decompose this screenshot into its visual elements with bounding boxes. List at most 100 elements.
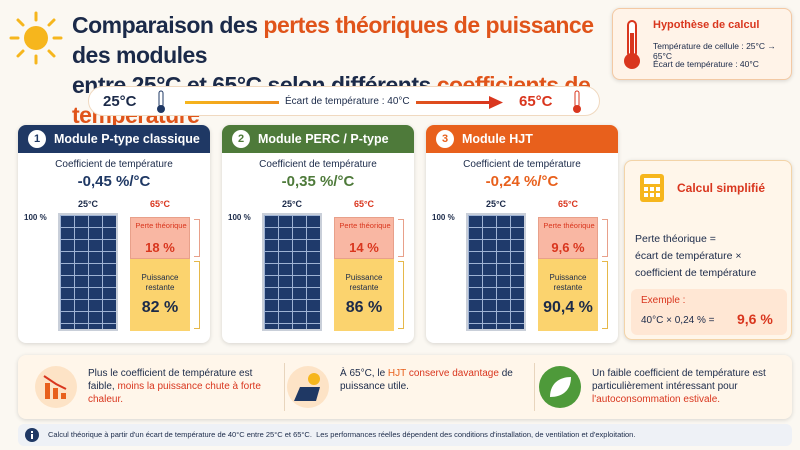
thermometer-icon xyxy=(157,90,165,113)
tip-text: Plus le coefficient de température est f… xyxy=(88,367,268,406)
full-label: 100 % xyxy=(228,213,251,222)
leaf-icon xyxy=(539,366,581,408)
module-card: 3 Module HJT Coefficient de température -0,… xyxy=(426,125,618,343)
formula-line: coefficient de température xyxy=(635,267,757,279)
coefficient: -0,35 %/°C xyxy=(281,173,355,190)
module-number: 3 xyxy=(436,130,454,148)
divider xyxy=(284,363,285,411)
module-header: 3 Module HJT xyxy=(426,125,618,153)
text-segment: conserve davantage xyxy=(406,368,499,379)
bracket xyxy=(398,219,404,257)
formula-line: Perte théorique = xyxy=(635,233,716,245)
text-segment: À 65°C, le xyxy=(340,368,388,379)
title-line: Comparaison des pertes théoriques de pui… xyxy=(72,10,612,70)
cold-label: 25°C xyxy=(485,199,507,209)
text-segment: Plus le coefficient de température est f… xyxy=(88,368,253,392)
module-number: 1 xyxy=(28,130,46,148)
text-segment: moins la puissance chute à forte chaleur… xyxy=(88,381,261,405)
temp-middle: Écart de température : 40°C xyxy=(279,96,416,107)
hot-label: 65°C xyxy=(557,199,579,209)
example-label: Exemple : xyxy=(641,295,686,306)
coefficient-label: Coefficient de température xyxy=(259,159,377,170)
divider xyxy=(534,363,535,411)
remaining-label: Puissance restante xyxy=(345,273,383,292)
cold-label: 25°C xyxy=(281,199,303,209)
loss-label: Perte théorique xyxy=(543,221,595,230)
info-icon xyxy=(25,428,39,442)
module-header: 1 Module P-type classique xyxy=(18,125,210,153)
thermometer-icon xyxy=(573,90,581,113)
remaining-segment: Puissance restante 82 % xyxy=(130,259,190,331)
tips-band: Plus le coefficient de température est f… xyxy=(18,355,792,419)
coefficient-label: Coefficient de température xyxy=(55,159,173,170)
example: 40°C × 0,24 % = xyxy=(641,315,715,326)
text-segment: l'autoconsommation estivale. xyxy=(592,394,721,405)
loss-label: Perte théorique xyxy=(135,221,187,230)
footnote-band: Calcul théorique à partir d'un écart de … xyxy=(18,424,792,446)
calculation-box: Calcul simplifié Perte théorique = écart… xyxy=(624,160,792,340)
hot-label: 65°C xyxy=(353,199,375,209)
remaining-value: 82 % xyxy=(141,299,179,316)
calculation-title: Calcul simplifié xyxy=(677,181,766,195)
module-number: 2 xyxy=(232,130,250,148)
hypothesis-box: Hypothèse de calcul Température de cellu… xyxy=(612,8,792,80)
hypothesis-line: Écart de température : 40°C xyxy=(653,59,759,69)
text-segment: des modules xyxy=(72,42,208,68)
coefficient: -0,45 %/°C xyxy=(77,173,151,190)
calculation-formula: Perte théorique = écart de température ×… xyxy=(635,231,756,282)
module-name: Module PERC / P-type xyxy=(258,132,389,146)
example-box: Exemple : 40°C × 0,24 % = 9,6 % xyxy=(631,289,787,335)
bracket xyxy=(602,219,608,257)
hot-label: 65°C xyxy=(149,199,171,209)
loss-segment: Perte théorique 9,6 % xyxy=(538,217,598,259)
sun-icon xyxy=(9,11,63,65)
module-card: 1 Module P-type classique Coefficient de t… xyxy=(18,125,210,343)
temp-start: 25°C xyxy=(103,93,137,110)
remaining-value: 86 % xyxy=(345,299,383,316)
hypothesis-title: Hypothèse de calcul xyxy=(653,19,760,31)
text-segment: Un faible coefficient de température est… xyxy=(592,368,766,392)
loss-label: Perte théorique xyxy=(339,221,391,230)
full-label: 100 % xyxy=(432,213,455,222)
text-segment: de puissance utile. xyxy=(340,368,513,392)
remaining-segment: Puissance restante 86 % xyxy=(334,259,394,331)
thermometer-icon xyxy=(624,20,640,69)
bracket xyxy=(194,261,200,329)
footnote-text: Les performances réelles dépendent des c… xyxy=(316,430,636,439)
example-result: 9,6 % xyxy=(737,311,773,327)
hypothesis-line: Température de cellule : 25°C → 65°C xyxy=(653,41,776,61)
temp-end: 65°C xyxy=(519,93,553,110)
solar-panel xyxy=(262,213,322,331)
bracket xyxy=(194,219,200,257)
footnote: Calcul théorique à partir d'un écart de … xyxy=(48,430,635,439)
loss-value: 14 % xyxy=(349,240,379,255)
full-label: 100 % xyxy=(24,213,47,222)
solar-panel xyxy=(58,213,118,331)
tip-text: À 65°C, le HJT conserve davantage de pui… xyxy=(340,367,520,393)
coefficient: -0,24 %/°C xyxy=(485,173,559,190)
loss-value: 18 % xyxy=(145,240,175,255)
remaining-label: Puissance restante xyxy=(141,273,179,292)
remaining-segment: Puissance restante 90,4 % xyxy=(538,259,598,331)
loss-segment: Perte théorique 18 % xyxy=(130,217,190,259)
formula-line: écart de température × xyxy=(635,250,742,262)
module-name: Module HJT xyxy=(462,132,533,146)
text-segment: Comparaison des xyxy=(72,12,264,38)
loss-value: 9,6 % xyxy=(551,240,585,255)
cold-label: 25°C xyxy=(77,199,99,209)
temperature-bar: 25°C Écart de température : 40°C 65°C xyxy=(88,86,600,116)
tip-text: Un faible coefficient de température est… xyxy=(592,367,782,406)
panel-sun-icon xyxy=(287,366,329,408)
coefficient-label: Coefficient de température xyxy=(463,159,581,170)
chart-down-icon xyxy=(35,366,77,408)
footnote-text: Calcul théorique à partir d'un écart de … xyxy=(48,430,312,439)
remaining-value: 90,4 % xyxy=(543,299,593,316)
module-header: 2 Module PERC / P-type xyxy=(222,125,414,153)
bracket xyxy=(602,261,608,329)
module-card: 2 Module PERC / P-type Coefficient de temp… xyxy=(222,125,414,343)
bracket xyxy=(398,261,404,329)
remaining-label: Puissance restante xyxy=(549,273,587,292)
solar-panel xyxy=(466,213,526,331)
text-segment: HJT xyxy=(387,368,407,379)
